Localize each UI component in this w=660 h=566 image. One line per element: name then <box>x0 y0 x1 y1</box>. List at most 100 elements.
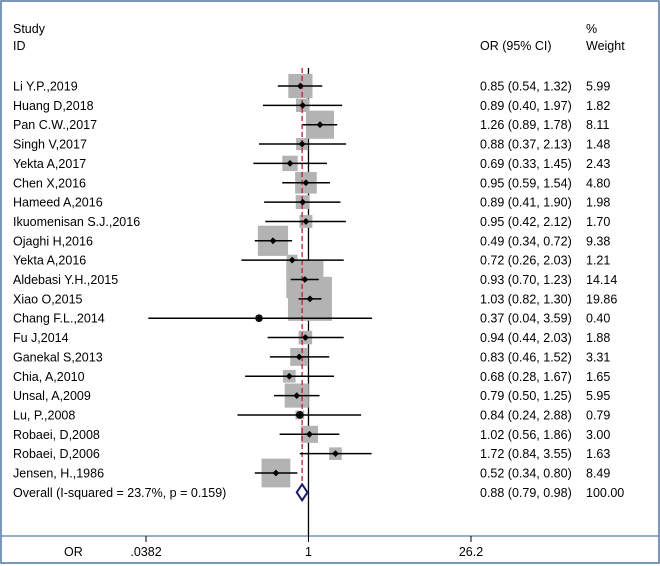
study-or-ci: 0.37 (0.04, 3.59) <box>480 312 572 326</box>
study-weight: 4.80 <box>586 176 610 190</box>
study-label: Huang D,2018 <box>13 99 94 113</box>
study-weight: 1.70 <box>586 215 610 229</box>
study-weight: 1.88 <box>586 331 610 345</box>
point-estimate <box>285 372 293 380</box>
header-weight-symbol: % <box>586 22 597 36</box>
study-weight: 1.48 <box>586 138 610 152</box>
point-estimate <box>299 101 307 109</box>
study-label: Lu, P.,2008 <box>13 408 75 422</box>
study-label: Pan C.W.,2017 <box>13 118 97 132</box>
x-axis-label: OR <box>64 545 83 559</box>
study-or-ci: 0.93 (0.70, 1.23) <box>480 273 572 287</box>
header-weight: Weight <box>586 39 625 53</box>
study-label: Chia, A,2010 <box>13 370 85 384</box>
study-label: Yekta A,2016 <box>13 254 86 268</box>
study-weight: 19.86 <box>586 292 617 306</box>
study-weight: 1.21 <box>586 254 610 268</box>
study-or-ci: 1.02 (0.56, 1.86) <box>480 428 572 442</box>
overall-or-ci: 0.88 (0.79, 0.98) <box>480 486 572 500</box>
study-or-ci: 0.95 (0.42, 2.12) <box>480 215 572 229</box>
study-or-ci: 0.84 (0.24, 2.88) <box>480 408 572 422</box>
study-label: Fu J,2014 <box>13 331 69 345</box>
point-estimate <box>301 334 309 341</box>
study-weight: 1.98 <box>586 196 610 210</box>
study-or-ci: 1.03 (0.82, 1.30) <box>480 292 572 306</box>
study-weight: 9.38 <box>586 234 610 248</box>
point-estimate <box>269 237 277 245</box>
study-or-ci: 0.52 (0.34, 0.80) <box>480 467 572 481</box>
point-estimate <box>295 353 303 361</box>
overall-diamond <box>295 482 309 503</box>
plot-marks <box>148 68 373 536</box>
study-label: Robaei, D,2006 <box>13 447 100 461</box>
point-estimate <box>272 469 280 477</box>
point-estimate <box>255 314 263 322</box>
point-estimate <box>302 179 310 187</box>
point-estimate <box>332 450 339 458</box>
study-label: Chang F.L.,2014 <box>13 312 105 326</box>
study-or-ci: 0.88 (0.37, 2.13) <box>480 138 572 152</box>
study-weight: 0.40 <box>586 312 610 326</box>
study-label: Ikuomenisan S.J.,2016 <box>13 215 140 229</box>
study-weight: 0.79 <box>586 408 610 422</box>
x-axis-tick-label: 1 <box>305 545 312 559</box>
study-weight: 1.63 <box>586 447 610 461</box>
study-weight: 14.14 <box>586 273 617 287</box>
header-or-ci: OR (95% CI) <box>480 39 552 53</box>
study-rows: Li Y.P.,2019 0.85 (0.54, 1.32) 5.99 Huang D… <box>13 80 624 500</box>
study-or-ci: 0.68 (0.28, 1.67) <box>480 370 572 384</box>
study-weight: 1.82 <box>586 99 610 113</box>
point-estimate <box>286 160 294 167</box>
study-label: Singh V,2017 <box>13 138 87 152</box>
study-label: Robaei, D,2008 <box>13 428 100 442</box>
overall-label: Overall (I-squared = 23.7%, p = 0.159) <box>13 486 226 500</box>
point-estimate <box>288 256 296 264</box>
study-label: Unsal, A,2009 <box>13 389 91 403</box>
overall-weight: 100.00 <box>586 486 624 500</box>
study-or-ci: 0.83 (0.46, 1.52) <box>480 350 572 364</box>
study-label: Chen X,2016 <box>13 176 86 190</box>
study-label: Hameed A,2016 <box>13 196 103 210</box>
study-label: Aldebasi Y.H.,2015 <box>13 273 118 287</box>
point-estimate <box>302 218 310 225</box>
study-or-ci: 0.85 (0.54, 1.32) <box>480 80 572 94</box>
x-axis-tick-label: 26.2 <box>459 545 483 559</box>
study-weight: 1.65 <box>586 370 610 384</box>
point-estimate <box>298 140 306 148</box>
study-or-ci: 0.94 (0.44, 2.03) <box>480 331 572 345</box>
study-or-ci: 0.89 (0.40, 1.97) <box>480 99 572 113</box>
study-or-ci: 1.72 (0.84, 3.55) <box>480 447 572 461</box>
study-or-ci: 0.79 (0.50, 1.25) <box>480 389 572 403</box>
point-estimate <box>296 411 304 419</box>
point-estimate <box>293 392 301 399</box>
study-or-ci: 0.89 (0.41, 1.90) <box>480 196 572 210</box>
study-weight: 3.31 <box>586 350 610 364</box>
study-weight: 8.49 <box>586 467 610 481</box>
study-weight: 5.99 <box>586 80 610 94</box>
point-estimate <box>316 121 324 129</box>
study-weight: 3.00 <box>586 428 610 442</box>
study-label: Ganekal S,2013 <box>13 350 103 364</box>
study-label: Ojaghi H,2016 <box>13 234 93 248</box>
study-label: Jensen, H.,1986 <box>13 467 104 481</box>
header-id: ID <box>13 39 26 53</box>
point-estimate <box>301 276 309 283</box>
x-axis: .0382 1 26.2 <box>130 536 483 559</box>
study-or-ci: 0.69 (0.33, 1.45) <box>480 157 572 171</box>
study-weight: 2.43 <box>586 157 610 171</box>
study-weight: 8.11 <box>586 118 609 132</box>
study-or-ci: 0.72 (0.26, 2.03) <box>480 254 572 268</box>
study-weight: 5.95 <box>586 389 610 403</box>
study-or-ci: 0.49 (0.34, 0.72) <box>480 234 572 248</box>
study-label: Xiao O,2015 <box>13 292 83 306</box>
header-study: Study <box>13 22 46 36</box>
point-estimate <box>296 82 304 90</box>
point-estimate <box>306 295 314 303</box>
point-estimate <box>306 430 313 438</box>
point-estimate <box>299 198 307 206</box>
study-label: Yekta A,2017 <box>13 157 86 171</box>
study-or-ci: 1.26 (0.89, 1.78) <box>480 118 572 132</box>
